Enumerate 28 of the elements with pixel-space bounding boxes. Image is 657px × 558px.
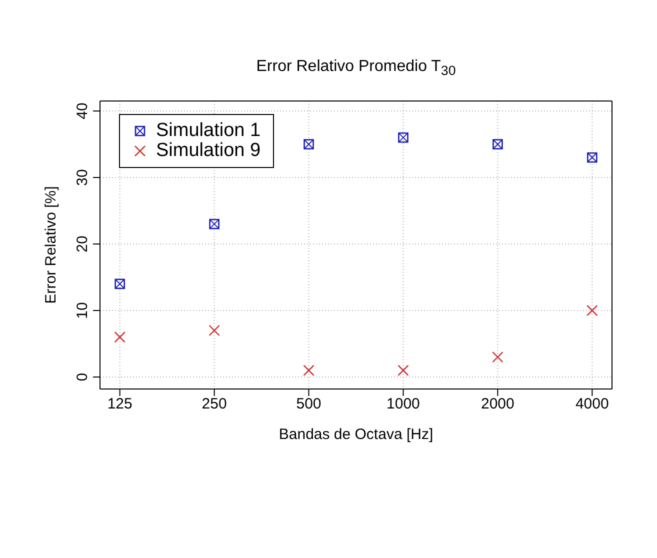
point [492, 139, 503, 150]
point [398, 132, 408, 143]
x-tick-label: 500 [296, 396, 322, 413]
y-tick-label: 0 [74, 372, 91, 382]
y-tick-label: 20 [74, 236, 91, 252]
point [304, 139, 314, 150]
x-tick-label: 1000 [386, 396, 420, 413]
point [114, 278, 125, 290]
x-axis-title: Bandas de Octava [Hz] [278, 426, 434, 443]
point [209, 218, 220, 230]
y-tick-label: 40 [74, 102, 91, 120]
point [114, 331, 126, 343]
point [492, 351, 504, 363]
legend-label: Simulation 9 [156, 140, 261, 161]
point [208, 324, 220, 336]
y-tick-label: 10 [74, 302, 91, 319]
point [586, 304, 598, 316]
point [303, 364, 314, 376]
legend-label: Simulation 1 [156, 120, 261, 141]
x-tick-label: 250 [202, 396, 227, 413]
x-tick-label: 2000 [481, 396, 514, 413]
point [587, 152, 598, 163]
x-tick-label: 125 [107, 396, 132, 413]
x-tick-label: 4000 [575, 396, 609, 413]
y-tick-label: 30 [74, 169, 91, 186]
chart-title: Error Relativo Promedio T$_{30}$ [256, 58, 456, 78]
point [398, 364, 409, 376]
y-axis-title: Error Relativo [%] [42, 186, 60, 304]
